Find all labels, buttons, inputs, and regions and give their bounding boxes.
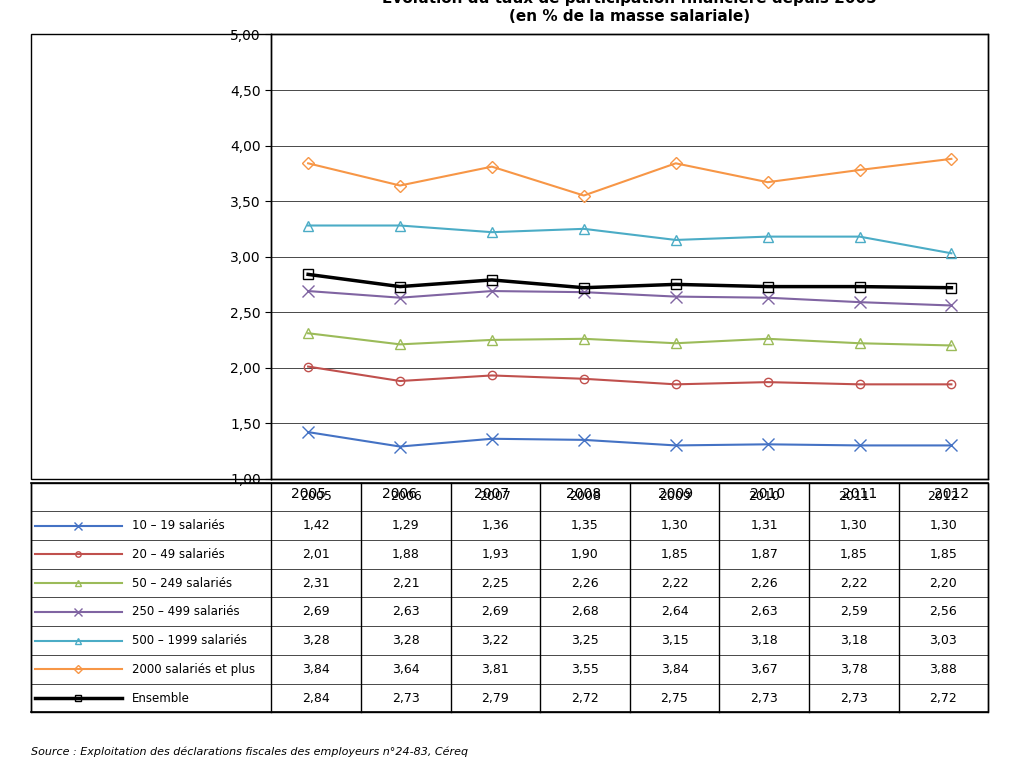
- Text: Source : Exploitation des déclarations fiscales des employeurs n°24-83, Céreq: Source : Exploitation des déclarations f…: [31, 746, 468, 757]
- Text: 2,01: 2,01: [302, 548, 330, 561]
- Text: 1,30: 1,30: [840, 519, 867, 532]
- Text: 1,29: 1,29: [392, 519, 420, 532]
- Text: 2,68: 2,68: [571, 605, 599, 618]
- Text: 3,55: 3,55: [571, 663, 599, 676]
- Text: 2,72: 2,72: [930, 692, 957, 705]
- Text: 1,42: 1,42: [302, 519, 330, 532]
- Text: 3,18: 3,18: [840, 634, 867, 647]
- Text: 2,79: 2,79: [481, 692, 509, 705]
- Text: 3,78: 3,78: [840, 663, 867, 676]
- Text: 2,26: 2,26: [571, 577, 599, 590]
- Text: 2005: 2005: [300, 490, 332, 503]
- Text: 2007: 2007: [479, 490, 511, 503]
- Text: 20 – 49 salariés: 20 – 49 salariés: [132, 548, 224, 561]
- Text: 1,85: 1,85: [930, 548, 957, 561]
- Text: 1,36: 1,36: [481, 519, 509, 532]
- Text: 1,85: 1,85: [840, 548, 867, 561]
- Text: 2,22: 2,22: [840, 577, 867, 590]
- Text: 1,31: 1,31: [751, 519, 778, 532]
- Text: 2,21: 2,21: [392, 577, 420, 590]
- Text: 2,25: 2,25: [481, 577, 509, 590]
- Title: Évolution du taux de participation financière depuis 2005
(en % de la masse sala: Évolution du taux de participation finan…: [382, 0, 878, 24]
- Text: 2006: 2006: [390, 490, 422, 503]
- Text: 3,84: 3,84: [660, 663, 688, 676]
- Text: 2,63: 2,63: [392, 605, 420, 618]
- Text: 2,56: 2,56: [930, 605, 957, 618]
- Text: 3,15: 3,15: [660, 634, 688, 647]
- Text: 3,64: 3,64: [392, 663, 420, 676]
- Text: 3,25: 3,25: [571, 634, 599, 647]
- Text: 1,87: 1,87: [751, 548, 778, 561]
- Text: 2,84: 2,84: [302, 692, 330, 705]
- Text: 1,93: 1,93: [481, 548, 509, 561]
- Text: 1,35: 1,35: [571, 519, 599, 532]
- Text: 2,26: 2,26: [751, 577, 778, 590]
- Text: 2,31: 2,31: [302, 577, 330, 590]
- Text: 2,59: 2,59: [840, 605, 867, 618]
- Text: 2,73: 2,73: [840, 692, 867, 705]
- Text: Ensemble: Ensemble: [132, 692, 189, 705]
- Text: 2009: 2009: [658, 490, 690, 503]
- Text: 2,20: 2,20: [930, 577, 957, 590]
- Text: 1,30: 1,30: [660, 519, 688, 532]
- Text: 2,64: 2,64: [660, 605, 688, 618]
- Text: 10 – 19 salariés: 10 – 19 salariés: [132, 519, 224, 532]
- Text: 2,72: 2,72: [571, 692, 599, 705]
- Text: 1,88: 1,88: [392, 548, 420, 561]
- Text: 1,85: 1,85: [660, 548, 688, 561]
- Text: 3,81: 3,81: [481, 663, 509, 676]
- Text: 3,18: 3,18: [751, 634, 778, 647]
- Text: 2008: 2008: [569, 490, 601, 503]
- Text: 1,30: 1,30: [930, 519, 957, 532]
- Text: 2011: 2011: [838, 490, 869, 503]
- Text: 2010: 2010: [749, 490, 780, 503]
- Text: 250 – 499 salariés: 250 – 499 salariés: [132, 605, 240, 618]
- Text: 3,84: 3,84: [302, 663, 330, 676]
- Text: 2,73: 2,73: [751, 692, 778, 705]
- Text: 3,22: 3,22: [481, 634, 509, 647]
- Text: 2,73: 2,73: [392, 692, 420, 705]
- Text: 2012: 2012: [928, 490, 959, 503]
- Text: 50 – 249 salariés: 50 – 249 salariés: [132, 577, 231, 590]
- Text: 3,67: 3,67: [751, 663, 778, 676]
- Text: 3,03: 3,03: [930, 634, 957, 647]
- Text: 2000 salariés et plus: 2000 salariés et plus: [132, 663, 255, 676]
- Text: 500 – 1999 salariés: 500 – 1999 salariés: [132, 634, 247, 647]
- Text: 1,90: 1,90: [571, 548, 599, 561]
- Text: 3,28: 3,28: [392, 634, 420, 647]
- Text: 2,63: 2,63: [751, 605, 778, 618]
- Text: 2,69: 2,69: [481, 605, 509, 618]
- Text: 3,28: 3,28: [302, 634, 330, 647]
- Text: 2,22: 2,22: [660, 577, 688, 590]
- Text: 2,69: 2,69: [302, 605, 330, 618]
- Text: 3,88: 3,88: [930, 663, 957, 676]
- Text: 2,75: 2,75: [660, 692, 688, 705]
